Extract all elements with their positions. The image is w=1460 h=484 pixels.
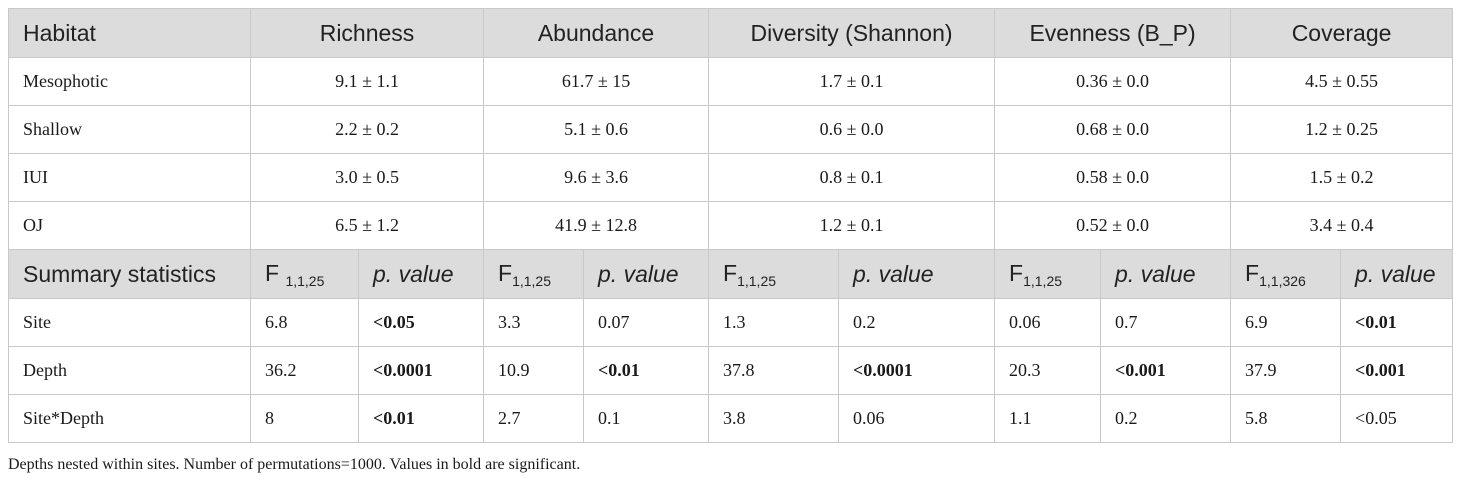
summary-header-row: Summary statistics F 1,1,25 p. value F1,1,2… — [8, 249, 1454, 299]
habitat-value: 1.2 ± 0.25 — [1230, 105, 1454, 154]
f-symbol: F — [723, 259, 738, 286]
habitat-value: 3.0 ± 0.5 — [249, 153, 485, 202]
p-value: <0.01 — [1340, 298, 1454, 347]
f-value: 2.7 — [483, 394, 585, 443]
habitat-name: IUI — [8, 153, 251, 202]
table-row: OJ 6.5 ± 1.2 41.9 ± 12.8 1.2 ± 0.1 0.52 ± 0.… — [8, 201, 1454, 250]
f-symbol: F — [265, 259, 280, 286]
f-statistic-header: F1,1,25 — [708, 249, 840, 299]
f-value: 37.9 — [1230, 346, 1342, 395]
habitat-value: 0.58 ± 0.0 — [994, 153, 1232, 202]
habitat-value: 9.6 ± 3.6 — [483, 153, 710, 202]
f-statistic-header: F 1,1,25 — [250, 249, 359, 299]
habitat-value: 4.5 ± 0.55 — [1230, 57, 1454, 106]
table-row: IUI 3.0 ± 0.5 9.6 ± 3.6 0.8 ± 0.1 0.58 ± 0.0… — [8, 153, 1454, 202]
header-richness: Richness — [249, 8, 485, 58]
p-value-header: p. value — [1340, 249, 1454, 299]
header-coverage: Coverage — [1230, 8, 1454, 58]
habitat-value: 9.1 ± 1.1 — [249, 57, 485, 106]
p-value: <0.05 — [1340, 394, 1454, 443]
p-value-header: p. value — [838, 249, 996, 299]
f-value: 6.8 — [250, 298, 359, 347]
f-statistic-header: F1,1,326 — [1230, 249, 1342, 299]
p-value-header: p. value — [1100, 249, 1232, 299]
habitat-value: 1.5 ± 0.2 — [1230, 153, 1454, 202]
table-row: Mesophotic 9.1 ± 1.1 61.7 ± 15 1.7 ± 0.1 0.3… — [8, 57, 1454, 106]
f-value: 8 — [250, 394, 359, 443]
f-symbol: F — [498, 259, 513, 286]
f-value: 1.1 — [994, 394, 1102, 443]
habitat-name: Shallow — [8, 105, 251, 154]
f-degrees: 1,1,25 — [285, 272, 325, 289]
p-value: <0.001 — [1340, 346, 1454, 395]
habitat-value: 2.2 ± 0.2 — [249, 105, 485, 154]
habitat-value: 0.68 ± 0.0 — [994, 105, 1232, 154]
habitat-value: 0.6 ± 0.0 — [708, 105, 996, 154]
header-habitat: Habitat — [8, 8, 251, 58]
habitat-name: Mesophotic — [8, 57, 251, 106]
p-value: 0.06 — [838, 394, 996, 443]
habitat-value: 3.4 ± 0.4 — [1230, 201, 1454, 250]
f-symbol: F — [1009, 259, 1024, 286]
f-value: 1.3 — [708, 298, 840, 347]
f-value: 3.3 — [483, 298, 585, 347]
table-row: Shallow 2.2 ± 0.2 5.1 ± 0.6 0.6 ± 0.0 0.68 ±… — [8, 105, 1454, 154]
p-value: 0.2 — [838, 298, 996, 347]
f-statistic-header: F1,1,25 — [994, 249, 1102, 299]
f-value: 3.8 — [708, 394, 840, 443]
p-value: <0.01 — [357, 394, 485, 443]
f-value: 36.2 — [250, 346, 359, 395]
f-statistic-header: F1,1,25 — [483, 249, 585, 299]
f-degrees: 1,1,326 — [1259, 272, 1306, 289]
habitat-value: 6.5 ± 1.2 — [249, 201, 485, 250]
p-value: <0.0001 — [357, 346, 485, 395]
f-value: 0.06 — [994, 298, 1102, 347]
habitat-value: 1.7 ± 0.1 — [708, 57, 996, 106]
habitat-value: 61.7 ± 15 — [483, 57, 710, 106]
summary-label: Summary statistics — [8, 249, 251, 299]
f-value: 10.9 — [483, 346, 585, 395]
p-value-header: p. value — [357, 249, 485, 299]
p-value: <0.001 — [1100, 346, 1232, 395]
p-value: <0.0001 — [838, 346, 996, 395]
habitat-value: 1.2 ± 0.1 — [708, 201, 996, 250]
header-abundance: Abundance — [483, 8, 710, 58]
habitat-value: 0.8 ± 0.1 — [708, 153, 996, 202]
summary-row-label: Depth — [8, 346, 251, 395]
statistics-table: Habitat Richness Abundance Diversity (Sh… — [8, 8, 1454, 443]
p-value: <0.01 — [583, 346, 710, 395]
p-value: 0.1 — [583, 394, 710, 443]
summary-row-label: Site — [8, 298, 251, 347]
p-value: 0.07 — [583, 298, 710, 347]
habitat-name: OJ — [8, 201, 251, 250]
header-evenness: Evenness (B_P) — [994, 8, 1232, 58]
table-footnote: Depths nested within sites. Number of pe… — [8, 456, 581, 473]
f-value: 20.3 — [994, 346, 1102, 395]
f-degrees: 1,1,25 — [737, 272, 777, 289]
f-degrees: 1,1,25 — [1023, 272, 1063, 289]
f-degrees: 1,1,25 — [512, 272, 552, 289]
header-diversity: Diversity (Shannon) — [708, 8, 996, 58]
table-row: Site 6.8 <0.05 3.3 0.07 1.3 0.2 0.06 0.7 6.9 <0.01 — [8, 298, 1454, 347]
p-value: 0.7 — [1100, 298, 1232, 347]
summary-row-label: Site*Depth — [8, 394, 251, 443]
header-row: Habitat Richness Abundance Diversity (Sh… — [8, 8, 1454, 58]
p-value: 0.2 — [1100, 394, 1232, 443]
habitat-value: 0.52 ± 0.0 — [994, 201, 1232, 250]
p-value-header: p. value — [583, 249, 710, 299]
f-value: 6.9 — [1230, 298, 1342, 347]
f-symbol: F — [1245, 259, 1260, 286]
table-row: Depth 36.2 <0.0001 10.9 <0.01 37.8 <0.0001 20.3… — [8, 346, 1454, 395]
habitat-value: 41.9 ± 12.8 — [483, 201, 710, 250]
habitat-value: 0.36 ± 0.0 — [994, 57, 1232, 106]
habitat-value: 5.1 ± 0.6 — [483, 105, 710, 154]
f-value: 5.8 — [1230, 394, 1342, 443]
f-value: 37.8 — [708, 346, 840, 395]
p-value: <0.05 — [357, 298, 485, 347]
table-row: Site*Depth 8 <0.01 2.7 0.1 3.8 0.06 1.1 0.2 5.8 <0… — [8, 394, 1454, 443]
